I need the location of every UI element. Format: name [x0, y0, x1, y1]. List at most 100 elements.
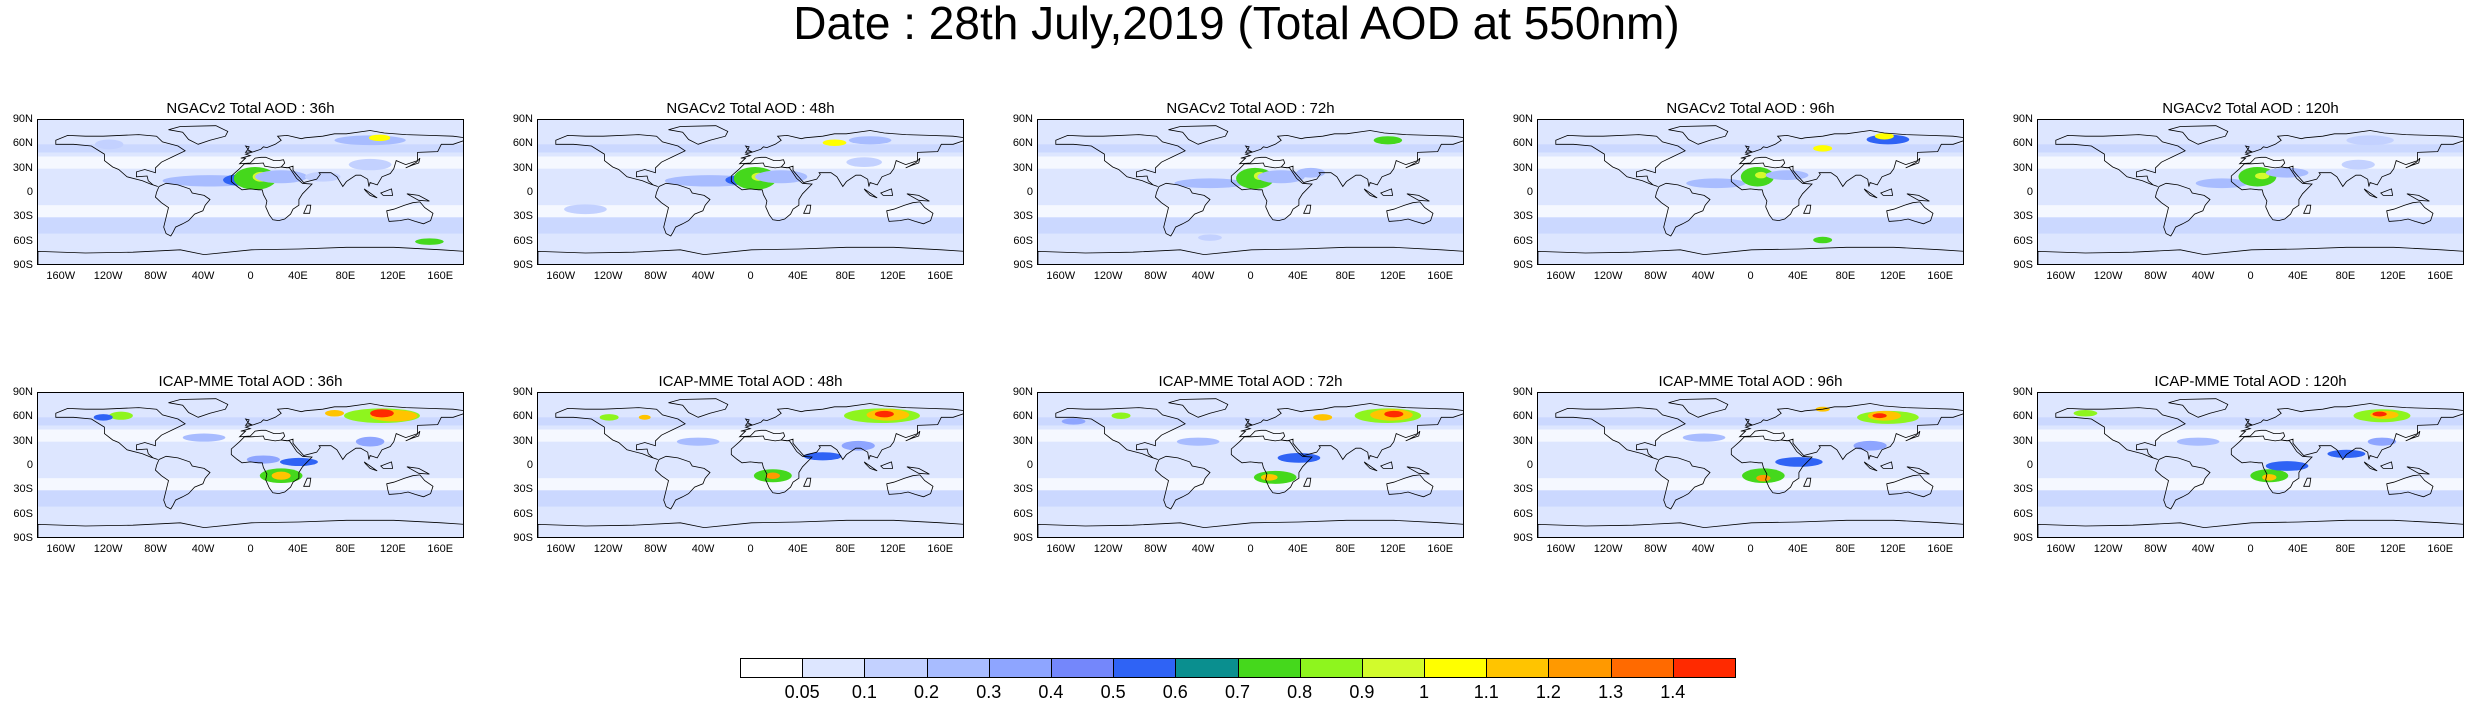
- lon-tick-label: 40W: [191, 270, 215, 282]
- lon-tick-label: 160E: [2427, 543, 2454, 555]
- aod-band: [538, 490, 963, 507]
- colorbar-label: 0.05: [784, 682, 820, 702]
- aod-field: [538, 120, 963, 264]
- aod-band: [1538, 417, 1963, 426]
- coastline: [1738, 403, 1963, 461]
- lat-tick-label: 0: [1026, 459, 1033, 471]
- lat-tick-label: 90N: [12, 386, 33, 398]
- lon-tick-label: 120E: [1879, 543, 1906, 555]
- coastline: [1744, 418, 1753, 426]
- lat-tick-label: 90N: [12, 113, 33, 125]
- aod-plume: [109, 411, 133, 420]
- lon-tick-label: 40E: [2288, 543, 2308, 555]
- lat-tick-label: 60S: [2013, 234, 2033, 247]
- aod-plume: [94, 139, 124, 150]
- lon-tick-label: 40E: [1788, 543, 1808, 555]
- aod-plume: [1176, 437, 1220, 446]
- coastline: [880, 461, 894, 469]
- lat-tick-label: 30N: [512, 434, 533, 447]
- lon-tick-label: 40E: [788, 270, 808, 282]
- coastline: [1738, 130, 1963, 188]
- aod-band: [2038, 205, 2463, 218]
- lon-tick-label: 40E: [1288, 543, 1308, 555]
- lat-tick-label: 30N: [1012, 434, 1033, 447]
- lon-tick-label: 160W: [2046, 270, 2076, 282]
- aod-map: [37, 119, 464, 265]
- aod-field: [38, 393, 463, 537]
- coastline: [244, 145, 253, 153]
- lat-tick-label: 0: [2026, 186, 2033, 198]
- map-panel: NGACv2 Total AOD : 96h 90N 60N 30N 0 30S 60S 90…: [1513, 101, 1964, 282]
- aod-plume: [1198, 234, 1222, 241]
- lon-tick-label: 40W: [1691, 270, 1715, 282]
- coastline: [2406, 193, 2430, 202]
- lon-tick-label: 120E: [879, 270, 906, 282]
- lat-tick-label: 90S: [513, 532, 533, 544]
- colorbar-label: 0.4: [1038, 682, 1064, 702]
- lat-tick-label: 90S: [513, 259, 533, 271]
- aod-plume: [1686, 178, 1746, 189]
- lat-tick-label: 60N: [512, 410, 533, 423]
- lon-tick-label: 40E: [1288, 270, 1308, 282]
- lat-tick-label: 90N: [1512, 113, 1533, 125]
- coastline: [1886, 201, 1934, 225]
- coastline: [2055, 134, 2186, 187]
- coastline: [1363, 461, 1378, 472]
- lon-tick-label: 0: [247, 543, 254, 555]
- coastline: [905, 430, 921, 442]
- lat-tick-label: 90N: [512, 113, 533, 125]
- aod-map: [2037, 392, 2464, 538]
- lon-tick-label: 80E: [1335, 270, 1356, 282]
- lon-tick-label: 0: [1747, 543, 1754, 555]
- coastline: [730, 435, 813, 495]
- aod-plume: [638, 414, 651, 420]
- lat-tick-label: 90S: [2013, 259, 2033, 271]
- aod-plume: [2346, 135, 2394, 146]
- colorbar-swatch: [1361, 658, 1426, 678]
- aod-plume: [2073, 410, 2098, 417]
- aod-map: [537, 392, 964, 538]
- lat-tick-label: 0: [1026, 186, 1033, 198]
- aod-band: [1038, 249, 1463, 264]
- coastline: [230, 435, 313, 495]
- lon-tick-label: 120E: [1379, 543, 1406, 555]
- aod-plume: [564, 204, 607, 215]
- aod-plume: [848, 136, 892, 145]
- aod-band: [38, 249, 463, 264]
- colorbar-swatch: [740, 658, 804, 678]
- aod-band: [1538, 490, 1963, 507]
- lat-tick-label: 30S: [513, 483, 533, 496]
- aod-plume: [1874, 132, 1894, 140]
- lat-tick-label: 30S: [1013, 483, 1033, 496]
- coastline: [538, 246, 963, 264]
- coastline: [1386, 474, 1434, 498]
- aod-band: [1538, 205, 1963, 218]
- coastline: [1538, 519, 1963, 537]
- lat-tick-label: 30N: [1512, 434, 1533, 447]
- lon-tick-label: 40W: [1691, 543, 1715, 555]
- coastline: [1238, 130, 1463, 188]
- lon-tick-label: 160E: [427, 543, 454, 555]
- lon-tick-label: 80W: [644, 270, 667, 282]
- aod-band: [538, 205, 963, 218]
- lon-tick-label: 40W: [1191, 543, 1215, 555]
- aod-band: [1038, 478, 1463, 491]
- coastline: [55, 134, 186, 187]
- coastline: [2406, 466, 2430, 475]
- coastline: [380, 188, 394, 196]
- coastline: [238, 130, 463, 188]
- lon-tick-label: 120W: [593, 543, 623, 555]
- coastline: [386, 474, 434, 498]
- lon-tick-label: 40W: [1191, 270, 1215, 282]
- coastline: [2363, 461, 2378, 472]
- lon-tick-label: 120W: [93, 270, 123, 282]
- lon-tick-label: 80E: [1835, 270, 1856, 282]
- coastline: [2386, 201, 2434, 225]
- aod-band: [1038, 522, 1463, 537]
- lat-tick-label: 30N: [1512, 161, 1533, 174]
- coastline: [154, 455, 211, 510]
- coastline: [1654, 455, 1711, 510]
- lon-tick-label: 120E: [379, 270, 406, 282]
- aod-plume: [271, 471, 291, 480]
- colorbar-label: 0.9: [1349, 682, 1375, 702]
